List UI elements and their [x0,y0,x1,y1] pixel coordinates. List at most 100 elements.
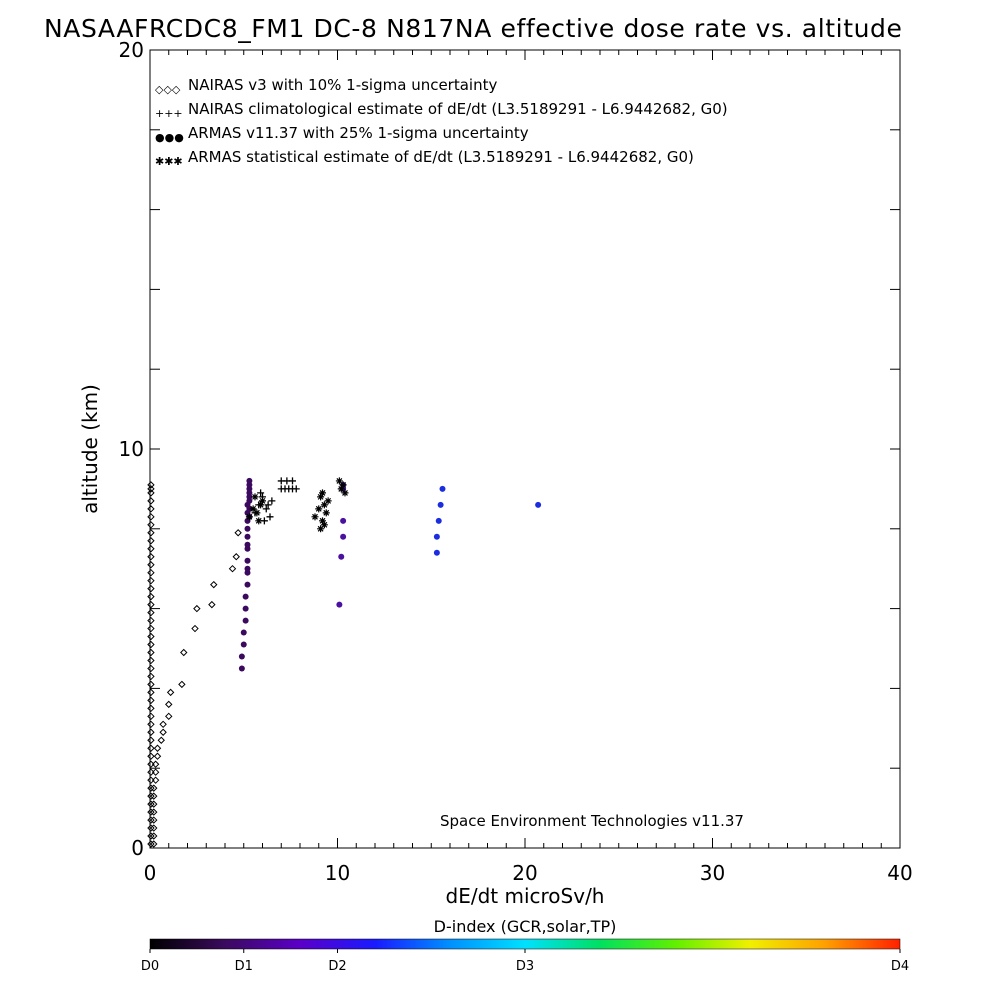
plus-marker [292,485,300,493]
diamond-marker [147,824,155,832]
diamond-marker [147,624,155,633]
diamond-marker [153,752,162,760]
diamond-marker [228,564,237,573]
diamond-marker [147,720,155,729]
diamond-marker [147,696,155,705]
asterisk-marker [317,525,325,533]
diamond-marker [147,592,155,601]
plot-frame [149,49,901,849]
asterisk-marker [259,497,266,505]
circle-marker [244,541,251,548]
diamond-marker [180,648,188,657]
diamond-marker [159,720,167,729]
diamond-marker [150,840,158,848]
asterisk-marker [341,489,349,497]
diamond-marker [165,712,173,721]
x-tick-label: 30 [700,861,725,885]
diamond-marker [147,584,155,593]
diamond-marker [147,545,155,553]
diamond-marker [147,680,155,689]
legend-label: NAIRAS v3 with 10% 1-sigma uncertainty [188,76,497,94]
annotation: Space Environment Technologies v11.37 [440,812,744,830]
asterisk-marker [249,505,257,513]
legend-symbol: ✱✱✱ [155,155,183,168]
y-tick-label: 10 [119,437,144,461]
circle-marker [246,489,253,496]
diamond-marker [147,832,155,840]
circle-marker [244,557,251,564]
series-asterisk [245,477,349,533]
plus-marker [257,489,265,497]
colorbar-tick-label: D3 [516,959,534,974]
circle-marker [242,605,249,612]
diamond-marker [147,672,155,681]
circle-marker [238,653,245,660]
diamond-marker [157,736,165,744]
diamond-marker [153,744,162,752]
asterisk-marker [319,517,326,525]
colorbar-ticks: D0 D1 D2 D3 D4 [141,949,909,974]
circle-marker [338,553,345,560]
diamond-marker [191,624,199,633]
diamond-marker [147,816,155,824]
asterisk-marker [322,509,330,517]
plus-marker [289,477,296,485]
circle-marker [246,481,253,488]
circle-marker [244,565,251,572]
circle-marker [439,485,446,492]
diamond-marker [147,704,155,713]
diamond-marker [147,808,155,816]
diamond-marker [150,824,158,832]
diamond-marker [147,688,155,697]
asterisk-marker [320,521,328,529]
circle-marker [336,601,343,608]
diamond-marker [232,553,240,561]
legend-symbol: ●●● [155,131,184,144]
circle-marker [240,641,247,648]
diamond-marker [147,744,155,752]
x-tick-label: 20 [512,861,537,885]
diamond-marker [147,616,155,625]
series-layer [147,477,542,848]
diamond-marker [147,568,155,577]
diamond-marker [151,760,160,768]
legend-label: ARMAS statistical estimate of dE/dt (L3.… [188,148,694,166]
colorbar-tick-label: D1 [235,959,253,974]
colorbar-tick-label: D0 [141,959,159,974]
circle-marker [244,533,251,540]
legend-symbol: ◇◇◇ [155,83,181,96]
colorbar [149,938,901,950]
diamond-marker [150,784,158,792]
diamond-marker [147,736,155,744]
plus-marker [262,505,270,513]
diamond-marker [150,816,158,824]
asterisk-marker [253,509,261,517]
legend-label: ARMAS v11.37 with 25% 1-sigma uncertaint… [188,124,529,142]
diamond-marker [234,529,242,537]
diamond-marker [147,561,155,569]
diamond-marker [147,800,155,808]
diamond-marker [147,481,155,489]
colorbar-title: D-index (GCR,solar,TP) [434,917,617,936]
diamond-marker [147,537,155,545]
plus-marker [266,513,274,521]
diamond-marker [147,600,155,609]
y-tick-label: 0 [131,836,144,860]
series-diamond [147,481,242,848]
circle-marker [437,501,444,508]
circle-marker [242,593,249,600]
circle-marker [244,581,251,588]
asterisk-marker [320,501,328,509]
series-plus [251,477,300,525]
diamond-marker [147,752,155,760]
diamond-marker [147,728,155,736]
x-axis-label: dE/dt microSv/h [446,884,605,908]
diamond-marker [150,792,158,800]
diamond-marker [147,608,155,617]
circle-marker [238,665,245,672]
asterisk-marker [324,497,332,505]
colorbar-tick-label: D2 [328,959,346,974]
circle-marker [244,525,251,532]
x-tick-labels: 0 10 20 30 40 [144,861,913,885]
